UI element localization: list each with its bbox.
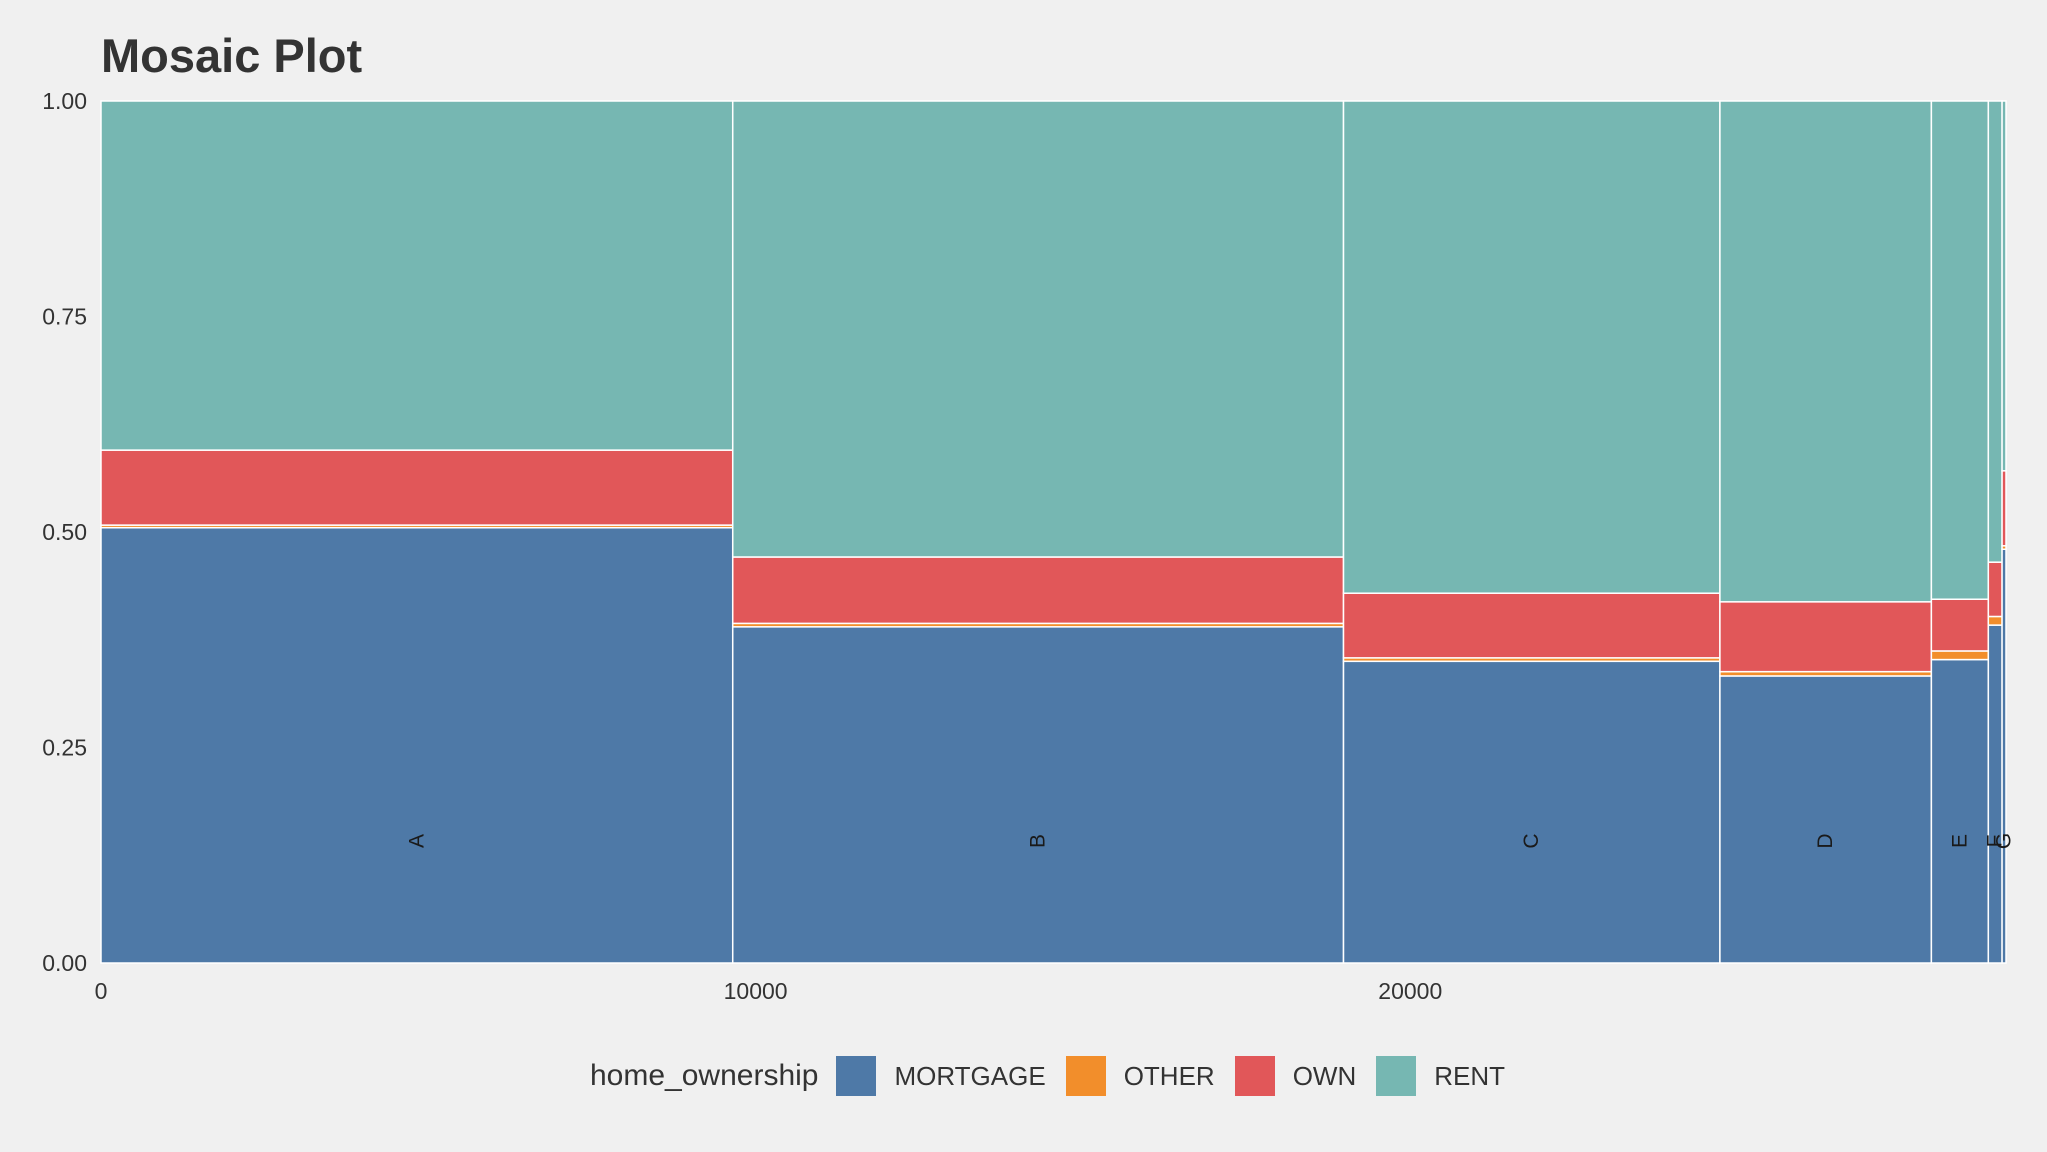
y-tick-label: 1.00 (42, 88, 87, 114)
tile-e-rent (1930, 100, 1990, 600)
category-label-e: E (1948, 834, 1971, 848)
legend-key-mortgage (836, 1056, 877, 1096)
category-label-f: F (1984, 835, 2007, 848)
tile-d-rent (1719, 100, 1933, 603)
legend-item-own: OWN (1234, 1056, 1357, 1096)
legend-item-rent: RENT (1376, 1056, 1505, 1096)
tile-b-own (731, 556, 1345, 625)
tile-d-mortgage (1719, 675, 1933, 964)
x-axis: 0 10000 20000 (95, 978, 1443, 1004)
tile-g-mortgage (2001, 548, 2007, 964)
tile-c-mortgage (1342, 660, 1721, 964)
legend: home_ownership MORTGAGE OTHER OWN RENT (590, 1053, 1525, 1099)
chart-title: Mosaic Plot (101, 29, 363, 82)
tile-c-rent (1342, 100, 1721, 594)
legend-label-rent: RENT (1434, 1060, 1506, 1091)
y-tick-label: 0.75 (42, 304, 87, 330)
category-label-c: C (1520, 833, 1543, 848)
category-labels: A B C D E FG (405, 833, 2015, 849)
tile-e-mortgage (1930, 658, 1990, 964)
legend-title: home_ownership (590, 1059, 819, 1092)
legend-key-other (1065, 1056, 1106, 1096)
tile-a-mortgage (100, 526, 734, 964)
category-label-g: G (1993, 833, 2016, 849)
legend-item-other: OTHER (1065, 1056, 1215, 1096)
tile-e-other (1930, 650, 1990, 661)
legend-label-mortgage: MORTGAGE (894, 1060, 1046, 1091)
category-label-d: D (1814, 833, 1837, 848)
tile-e-own (1930, 598, 1990, 652)
tile-f-own (1987, 561, 2003, 618)
legend-item-mortgage: MORTGAGE (836, 1056, 1046, 1096)
x-tick-label: 20000 (1378, 978, 1442, 1004)
category-label-b: B (1027, 834, 1050, 848)
category-label-a: A (405, 834, 428, 848)
tile-d-own (1719, 601, 1933, 673)
y-tick-label: 0.00 (42, 950, 87, 976)
tile-f-rent (1987, 100, 2003, 563)
x-tick-label: 0 (95, 978, 108, 1004)
tile-a-rent (100, 100, 734, 451)
tile-b-mortgage (731, 626, 1345, 964)
x-tick-label: 10000 (724, 978, 788, 1004)
y-tick-label: 0.50 (42, 519, 87, 545)
mosaic-tiles (100, 100, 2007, 964)
tile-g-own (2001, 470, 2007, 547)
legend-key-rent (1376, 1056, 1417, 1096)
y-axis: 0.00 0.25 0.50 0.75 1.00 (42, 88, 87, 976)
tile-f-mortgage (1987, 624, 2003, 964)
y-tick-label: 0.25 (42, 735, 87, 761)
tile-g-rent (2001, 100, 2007, 472)
legend-label-other: OTHER (1123, 1060, 1215, 1091)
tile-c-own (1342, 592, 1721, 659)
legend-label-own: OWN (1292, 1060, 1357, 1091)
legend-key-own (1234, 1056, 1275, 1096)
tile-b-rent (731, 100, 1345, 558)
tile-f-other (1987, 615, 2003, 626)
tile-a-own (100, 449, 734, 526)
